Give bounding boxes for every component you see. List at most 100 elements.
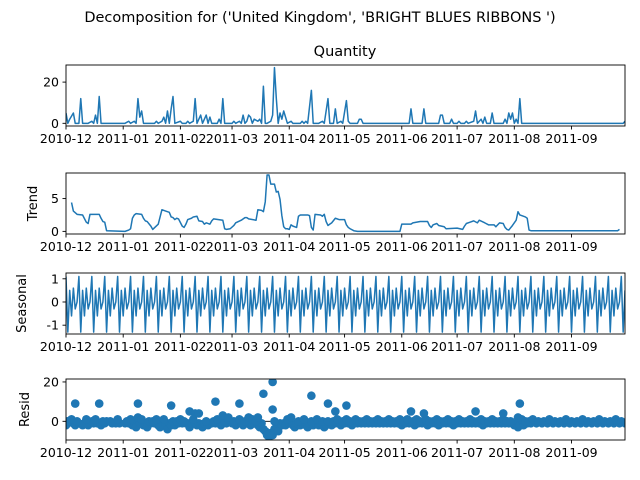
resid-point xyxy=(81,415,91,424)
resid-point xyxy=(307,391,316,401)
x-tick-label: 2011-02 xyxy=(154,339,206,354)
panel-observed-plot xyxy=(66,66,625,125)
x-tick-label: 2011-08 xyxy=(488,445,540,460)
x-tick-label: 2011-08 xyxy=(488,131,540,146)
x-tick-label: 2011-06 xyxy=(376,339,428,354)
resid-point xyxy=(419,409,429,418)
resid-point xyxy=(70,399,80,408)
resid-point xyxy=(406,407,416,416)
panel-observed: Quantity 2010-12 2011-01 2011-02 2011-03 201… xyxy=(40,44,626,146)
resid-point xyxy=(201,417,211,426)
x-tick-label: 2010-12 xyxy=(40,339,92,354)
x-tick-label: 2011-08 xyxy=(488,339,540,354)
x-tick-label: 2010-12 xyxy=(40,445,92,460)
x-tick-label: 2011-09 xyxy=(545,445,597,460)
x-tick-label: 2011-09 xyxy=(545,131,597,146)
figure-title: Decomposition for ('United Kingdom', 'BR… xyxy=(84,10,555,26)
y-tick-label: 1 xyxy=(51,271,59,286)
x-tick-label: 2011-03 xyxy=(206,239,258,254)
panel-trend: Trend 2010-12 2011-01 2011-02 2011-03 2011-0… xyxy=(26,172,626,254)
resid-point xyxy=(94,399,104,408)
x-tick-label: 2011-06 xyxy=(376,239,428,254)
x-tick-label: 2011-01 xyxy=(97,339,149,354)
panel-resid-ylabel: Resid xyxy=(18,392,33,427)
panel-observed-frame xyxy=(65,64,626,127)
resid-point xyxy=(506,417,515,426)
panel-seasonal: Seasonal 2010-12 2011-01 2011-02 2011-03 201… xyxy=(15,271,626,354)
resid-point xyxy=(113,415,122,424)
resid-point xyxy=(498,409,508,418)
x-tick-label: 2011-04 xyxy=(263,131,315,146)
resid-point xyxy=(515,399,525,408)
resid-point xyxy=(268,405,277,414)
x-tick-label: 2011-01 xyxy=(97,131,149,146)
y-tick-label: 20 xyxy=(43,374,59,389)
x-tick-label: 2011-05 xyxy=(318,239,370,254)
x-tick-label: 2011-02 xyxy=(154,131,206,146)
series-line-trend xyxy=(70,174,620,233)
panel-observed-axes: 2010-12 2011-01 2011-02 2011-03 2011-04 2011-… xyxy=(40,75,598,146)
resid-point xyxy=(286,413,296,422)
x-tick-label: 2011-05 xyxy=(318,131,370,146)
resid-point xyxy=(235,399,244,408)
x-tick-label: 2010-12 xyxy=(40,131,92,146)
resid-point xyxy=(268,379,277,387)
resid-point xyxy=(91,415,100,424)
x-tick-label: 2011-05 xyxy=(318,339,370,354)
series-line-observed xyxy=(66,66,625,125)
resid-point xyxy=(72,417,82,426)
x-tick-label: 2011-09 xyxy=(545,239,597,254)
y-tick-label: 0 xyxy=(51,294,59,309)
x-tick-label: 2011-02 xyxy=(154,445,206,460)
resid-point xyxy=(617,417,625,426)
panel-trend-plot xyxy=(70,174,620,233)
x-tick-label: 2011-08 xyxy=(488,239,540,254)
resid-point xyxy=(152,415,161,424)
panel-resid-frame xyxy=(65,378,626,441)
resid-point xyxy=(105,417,115,426)
panel-resid: Resid 2010-12 2011-01 2011-02 2011-03 2011-0… xyxy=(18,374,626,460)
resid-point xyxy=(259,389,268,399)
resid-point xyxy=(224,413,233,422)
x-tick-label: 2011-04 xyxy=(263,445,315,460)
panel-resid-plot xyxy=(66,379,625,440)
x-tick-label: 2011-09 xyxy=(545,339,597,354)
resid-point xyxy=(299,415,309,424)
y-tick-label: -1 xyxy=(47,318,59,333)
resid-point xyxy=(179,417,189,426)
resid-point xyxy=(194,409,204,418)
x-tick-label: 2011-05 xyxy=(318,445,370,460)
resid-point xyxy=(137,415,146,424)
resid-point xyxy=(126,415,135,424)
x-tick-label: 2011-07 xyxy=(431,239,483,254)
resid-point xyxy=(471,407,480,416)
x-tick-label: 2011-06 xyxy=(376,445,428,460)
resid-point xyxy=(270,417,279,426)
x-tick-label: 2011-06 xyxy=(376,131,428,146)
x-tick-label: 2011-04 xyxy=(263,339,315,354)
x-tick-label: 2011-03 xyxy=(206,131,258,146)
resid-point xyxy=(323,399,333,408)
resid-point xyxy=(513,413,523,422)
panel-seasonal-axes: 2010-12 2011-01 2011-02 2011-03 2011-04 2011-… xyxy=(40,271,598,354)
series-line-seasonal xyxy=(66,275,625,333)
resid-point xyxy=(331,407,340,416)
panel-seasonal-plot xyxy=(66,275,625,333)
x-tick-label: 2011-07 xyxy=(431,339,483,354)
y-tick-label: 0 xyxy=(51,116,59,131)
y-tick-label: 0 xyxy=(51,414,59,429)
x-tick-label: 2011-03 xyxy=(206,445,258,460)
panel-observed-title: Quantity xyxy=(314,44,377,60)
x-tick-label: 2011-01 xyxy=(97,239,149,254)
x-tick-label: 2011-03 xyxy=(206,339,258,354)
panel-seasonal-ylabel: Seasonal xyxy=(15,274,30,333)
x-tick-label: 2011-01 xyxy=(97,445,149,460)
panel-resid-axes: 2010-12 2011-01 2011-02 2011-03 2011-04 2011-… xyxy=(40,374,598,460)
resid-point xyxy=(166,401,176,410)
x-tick-label: 2011-07 xyxy=(431,445,483,460)
panel-trend-ylabel: Trend xyxy=(26,186,41,223)
panel-trend-frame xyxy=(65,172,626,235)
x-tick-label: 2011-07 xyxy=(431,131,483,146)
y-tick-label: 5 xyxy=(51,191,59,206)
